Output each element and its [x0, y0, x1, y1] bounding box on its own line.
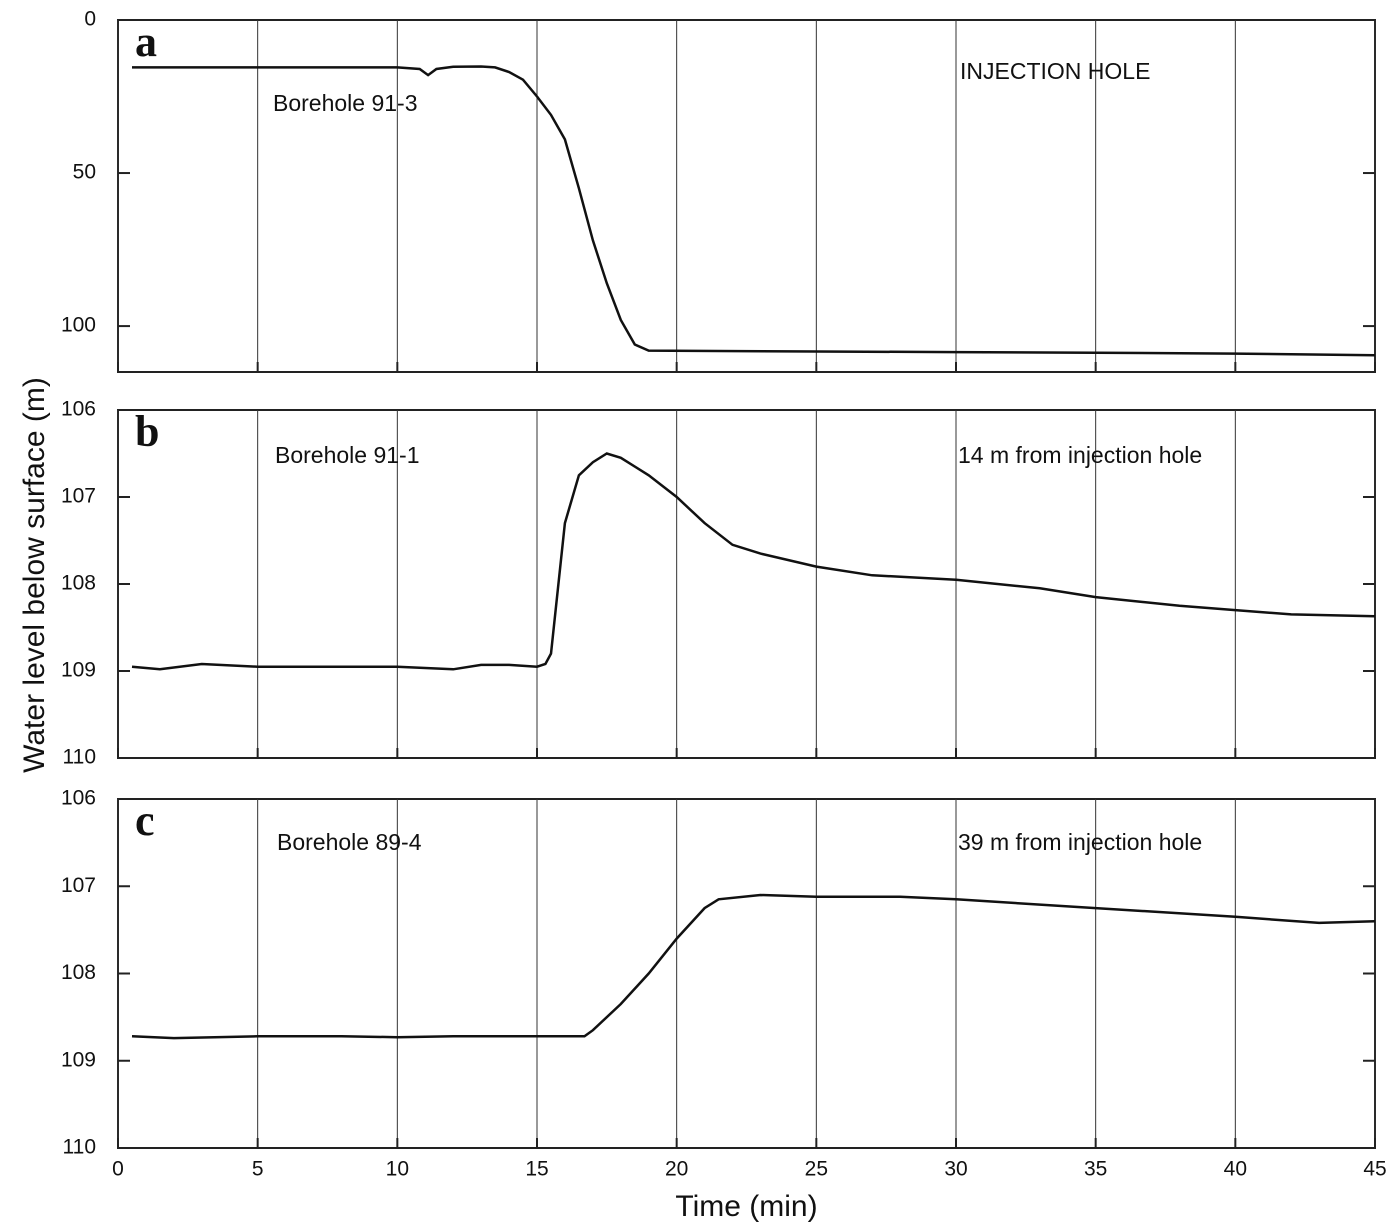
data-line — [131, 893, 1376, 1040]
panel-label: a — [135, 17, 157, 66]
y-tick-label: 109 — [61, 659, 96, 682]
x-tick-label: 15 — [525, 1158, 548, 1181]
y-tick-label: 110 — [63, 1136, 96, 1159]
y-tick-label: 106 — [61, 398, 96, 421]
y-tick-label: 110 — [63, 746, 96, 769]
data-line — [131, 452, 1376, 671]
annotation: Borehole 89-4 — [277, 829, 422, 855]
x-tick-label: 0 — [112, 1158, 124, 1181]
x-tick-label: 20 — [665, 1158, 688, 1181]
annotation: 39 m from injection hole — [958, 829, 1202, 855]
y-tick-label: 100 — [61, 314, 96, 337]
annotation: Borehole 91-3 — [273, 90, 418, 116]
y-tick-label: 107 — [61, 874, 96, 897]
y-axis-title: Water level below surface (m) — [18, 377, 51, 773]
y-tick-label: 109 — [61, 1048, 96, 1071]
x-tick-label: 5 — [252, 1158, 264, 1181]
x-tick-label: 35 — [1084, 1158, 1107, 1181]
x-tick-label: 25 — [805, 1158, 828, 1181]
y-tick-label: 50 — [73, 161, 96, 184]
panel-label: c — [135, 796, 155, 845]
x-tick-label: 10 — [386, 1158, 409, 1181]
y-tick-label: 108 — [61, 572, 96, 595]
x-tick-label: 40 — [1224, 1158, 1247, 1181]
plot-frame — [117, 19, 1376, 373]
panel-label: b — [135, 407, 159, 456]
y-tick-label: 107 — [61, 485, 96, 508]
y-tick-label: 0 — [84, 8, 96, 31]
annotation: Borehole 91-1 — [275, 442, 420, 468]
x-axis-title: Time (min) — [675, 1190, 817, 1223]
x-tick-label: 45 — [1363, 1158, 1386, 1181]
x-tick-label: 30 — [944, 1158, 967, 1181]
data-line — [132, 65, 1376, 357]
y-tick-label: 106 — [61, 787, 96, 810]
y-tick-label: 108 — [61, 961, 96, 984]
annotation: INJECTION HOLE — [960, 58, 1150, 84]
annotation: 14 m from injection hole — [958, 442, 1202, 468]
